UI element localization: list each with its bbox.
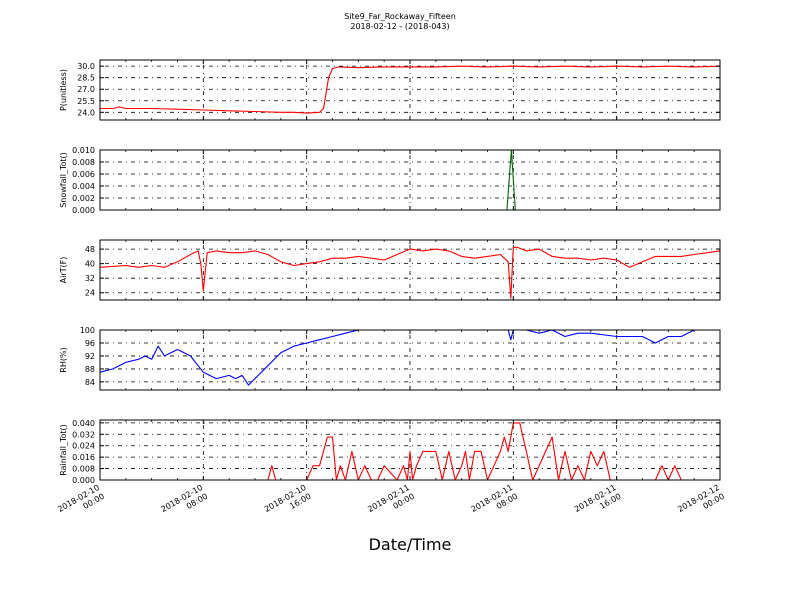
x-tick-labels: 2018-02-1000:00 2018-02-1008:00 2018-02-10… (56, 483, 726, 523)
y-tick-label: 96 (85, 339, 95, 348)
series-line-rh (99, 329, 720, 386)
y-axis-label: Rainfall_Tot() (59, 424, 68, 476)
panel-rh: 84 88 92 96 100 RH(%) (59, 326, 721, 391)
y-tick-label: 0.004 (72, 182, 95, 191)
panel-airt-f: 24 32 40 48 AirT(F) (59, 239, 721, 301)
x-tick-label: 2018-02-1200:00 (676, 483, 726, 523)
panel-snowfall-tot: 0.000 0.002 0.004 0.006 0.008 0.010 Snowfall_T… (59, 146, 721, 215)
y-tick-label: 0.032 (72, 430, 95, 439)
panel-p-unitless: 24.0 25.5 27.0 28.5 30.0 P(unitless) (59, 59, 721, 121)
y-tick-label: 0.010 (72, 146, 95, 155)
y-axis-label: Snowfall_Tot() (59, 152, 68, 208)
chart-title-line2: 2018-02-12 - (2018-043) (350, 22, 449, 31)
y-tick-label: 24.0 (77, 108, 95, 117)
y-tick-label: 48 (85, 245, 95, 254)
y-tick-label: 28.5 (77, 74, 95, 83)
y-tick-label: 27.0 (77, 85, 95, 94)
y-axis-label: P(unitless) (59, 69, 68, 111)
y-tick-label: 32 (85, 274, 95, 283)
x-tick-label: 2018-02-1000:00 (56, 483, 106, 523)
y-tick-label: 25.5 (77, 97, 95, 106)
y-axis-label: RH(%) (59, 347, 68, 372)
plot-area (100, 330, 720, 390)
panels: 24.025.527.028.530.0P(unitless)0.0000.00… (59, 59, 721, 485)
y-tick-label: 0.008 (72, 158, 95, 167)
y-tick-label: 40 (85, 260, 95, 269)
panel-rainfall-tot: 0.000 0.008 0.016 0.024 0.032 0.040 Rainfall_T… (59, 419, 721, 485)
y-tick-label: 0.024 (72, 442, 95, 451)
y-tick-label: 0.040 (72, 419, 95, 428)
series-line-rainfall-tot (100, 422, 720, 481)
plot-area (100, 150, 720, 210)
y-tick-label: 0.008 (72, 465, 95, 474)
series-line-p-unitless (100, 65, 721, 114)
series-line-airt-f (99, 246, 721, 299)
y-tick-label: 24 (85, 289, 95, 298)
y-tick-label: 100 (80, 326, 95, 335)
chart-title-line1: Site9_Far_Rockaway_Fifteen (344, 12, 456, 21)
y-tick-label: 84 (85, 378, 95, 387)
y-tick-label: 92 (85, 352, 95, 361)
x-axis-label: Date/Time (369, 535, 452, 554)
y-tick-label: 0.002 (72, 194, 95, 203)
x-tick-label: 2018-02-1100:00 (366, 483, 416, 523)
x-tick-label: 2018-02-1108:00 (470, 483, 520, 523)
y-axis-label: AirT(F) (59, 257, 68, 284)
y-tick-label: 0.000 (72, 476, 95, 485)
x-tick-label: 2018-02-1116:00 (573, 483, 623, 523)
y-tick-label: 0.000 (72, 206, 95, 215)
y-tick-label: 30.0 (77, 62, 95, 71)
plot-area (100, 420, 720, 480)
y-tick-label: 0.016 (72, 453, 95, 462)
y-tick-label: 88 (85, 365, 95, 374)
y-tick-label: 0.006 (72, 170, 95, 179)
x-tick-label: 2018-02-1008:00 (160, 483, 210, 523)
x-tick-label: 2018-02-1016:00 (263, 483, 313, 523)
